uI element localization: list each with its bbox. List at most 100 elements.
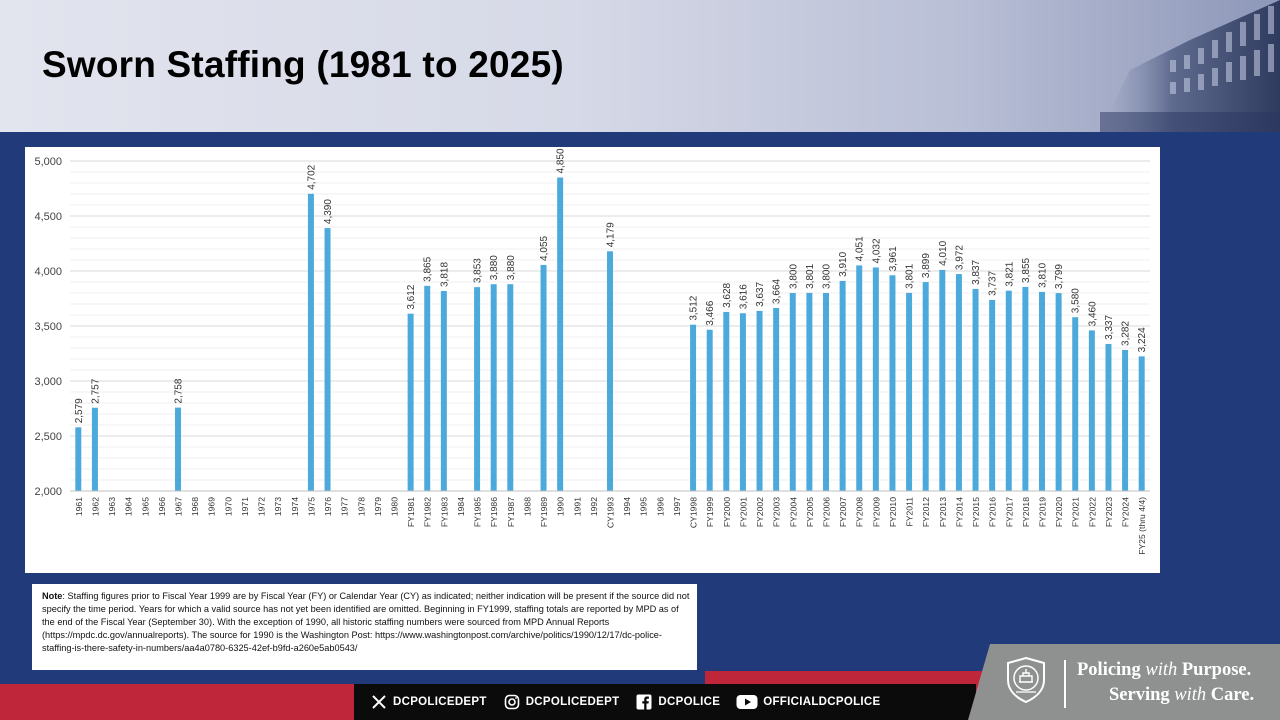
x-tick-label: 1992 [589,497,599,516]
x-tick-label: 1963 [107,497,117,516]
x-tick-label: 1978 [356,497,366,516]
social-link-youtube[interactable]: OFFICIALDCPOLICE [736,693,880,711]
bar [75,427,82,491]
slogan-line-2: Serving with Care. [1109,685,1255,705]
x-tick-label: 1991 [572,497,582,516]
data-label: 3,899 [921,253,932,278]
bar [407,313,414,491]
bar [839,280,846,491]
bar [1122,349,1129,491]
x-tick-label: FY2022 [1087,497,1097,527]
x-tick-label: FY1986 [489,497,499,527]
x-tick-label: 1961 [74,497,84,516]
bar [756,310,763,491]
x-tick-label: 1994 [622,497,632,516]
data-label: 3,466 [705,300,716,325]
social-label-youtube: OFFICIALDCPOLICE [763,696,881,708]
bar [690,324,697,491]
data-label: 3,800 [788,264,799,289]
x-tick-label: FY1989 [539,497,549,527]
bar [507,284,514,491]
bar [789,293,796,491]
data-label: 4,702 [306,164,317,189]
x-tick-label: FY25 (thru 4/4) [1137,497,1147,555]
bar-chart: 2,000 2,500 3,000 3,500 4,000 4,500 5,000 2,579… [34,148,1150,555]
data-label: 3,910 [838,251,849,276]
x-tick-label: FY1987 [506,497,516,527]
police-seal-icon [1007,656,1045,704]
x-tick-label: CY1993 [606,497,616,528]
bar [1022,286,1029,491]
bar [1072,317,1079,491]
data-label: 3,880 [489,255,500,280]
x-tick-label: FY2015 [971,497,981,527]
bar [1088,330,1095,491]
x-tick-label: 1977 [340,497,350,516]
data-label: 3,972 [954,245,965,270]
social-links-bar: DCPOLICEDEPT DCPOLICEDEPT DCPOLICE OFFIC… [354,684,976,720]
x-tick-label: FY2003 [772,497,782,527]
bar [1138,356,1145,491]
data-label: 3,737 [988,270,999,295]
bar [972,288,979,491]
bar [823,293,829,491]
social-label-facebook: DCPOLICE [658,696,721,708]
x-tick-label: FY2010 [888,497,898,527]
building-photo [1100,0,1280,132]
bar [1105,343,1112,491]
x-tick-label: FY2001 [738,497,748,527]
bar [607,251,613,491]
x-tick-label: FY2009 [871,497,881,527]
data-label: 3,801 [805,263,816,288]
x-tick-label: FY2002 [755,497,765,527]
x-tick-label: 1972 [257,497,267,516]
x-tick-label: 1996 [655,497,665,516]
bar [557,177,564,491]
x-tick-label: FY2012 [921,497,931,527]
footer-accent-strip [705,671,985,685]
x-tick-label: FY1981 [406,497,416,527]
brand-divider [1064,660,1066,708]
bar [324,228,331,491]
social-label-instagram: DCPOLICEDEPT [525,696,620,708]
x-tick-label: FY2020 [1054,497,1064,527]
data-label: 4,055 [539,235,550,260]
data-label: 3,282 [1121,321,1132,346]
x-tick-label: CY1998 [689,497,699,528]
x-tick-label: 1964 [124,497,134,516]
note-box: Note: Staffing figures prior to Fiscal Y… [32,584,697,670]
instagram-icon [503,693,521,711]
data-label: 3,837 [971,259,982,284]
x-tick-label: FY2011 [905,497,915,527]
social-link-x[interactable]: DCPOLICEDEPT [370,693,487,711]
bar [1055,293,1062,491]
x-tick-label: FY2016 [988,497,998,527]
x-tick-label: FY2023 [1104,497,1114,527]
data-label: 3,865 [423,256,434,281]
data-label: 4,051 [855,236,866,261]
data-label: 3,580 [1071,288,1082,313]
bar [856,265,863,491]
data-label: 3,818 [439,262,450,287]
data-label: 3,637 [755,281,766,306]
data-label: 3,799 [1054,264,1065,289]
data-label: 3,337 [1104,314,1115,339]
bar [440,291,447,491]
x-tick-label: FY2024 [1121,497,1131,527]
bar [889,275,896,491]
facebook-icon [635,693,653,711]
x-tick-label: 1971 [240,497,250,516]
data-label: 3,628 [722,282,733,307]
social-link-facebook[interactable]: DCPOLICE [635,693,720,711]
data-label: 4,032 [871,238,882,263]
bar [91,407,98,491]
data-label: 3,855 [1021,257,1032,282]
x-tick-label: 1988 [522,497,532,516]
x-tick-label: 1976 [323,497,333,516]
data-label: 3,224 [1137,327,1148,352]
social-link-instagram[interactable]: DCPOLICEDEPT [503,693,620,711]
data-label: 3,880 [506,255,517,280]
note-label: Note [42,591,63,601]
bar [922,282,929,491]
x-tick-label: 1995 [639,497,649,516]
